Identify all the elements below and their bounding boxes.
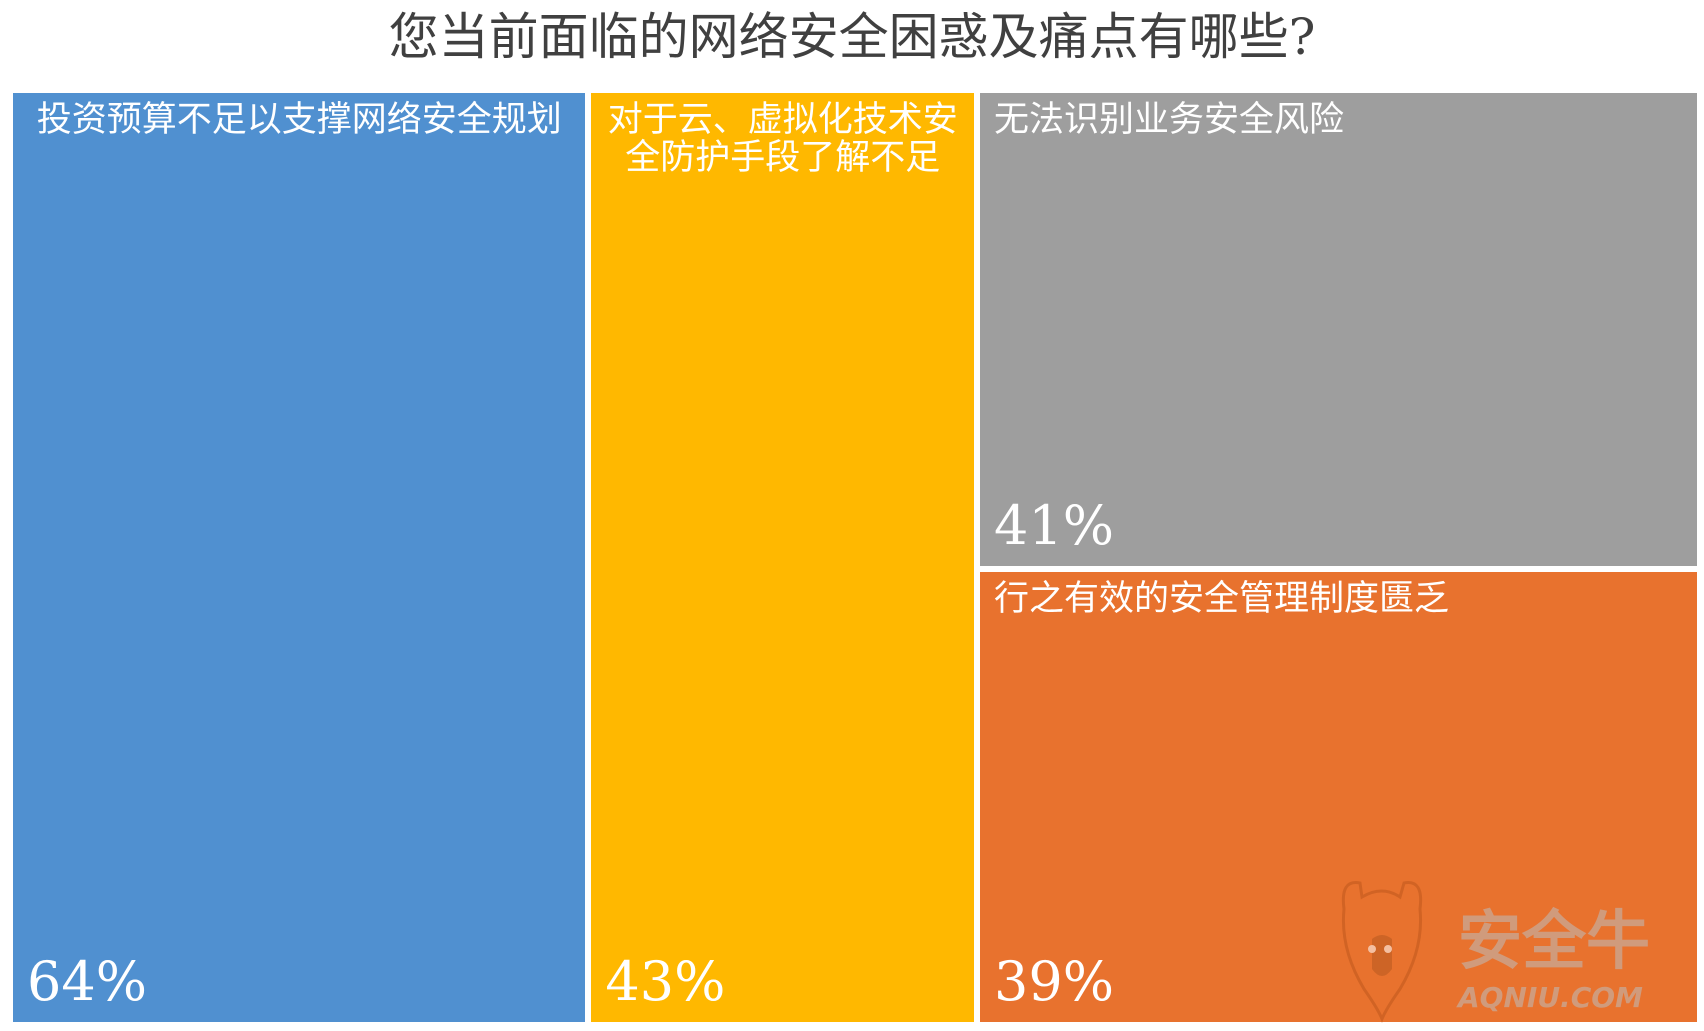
watermark-brand-url: AQNIU.COM [1456, 981, 1643, 1014]
treemap-tile-3: 无法识别业务安全风险 41% [977, 90, 1700, 569]
treemap-tile-label: 无法识别业务安全风险 [994, 101, 1683, 139]
bull-head-shield-icon [1343, 883, 1420, 1019]
treemap-tile-value: 39% [994, 952, 1114, 1012]
treemap-tile-label: 投资预算不足以支撑网络安全规划 [27, 101, 571, 139]
treemap-tile-value: 64% [27, 952, 147, 1012]
treemap-tile-label: 对于云、虚拟化技术安全防护手段了解不足 [605, 101, 960, 177]
treemap-tile-1: 投资预算不足以支撑网络安全规划 64% [10, 90, 588, 1025]
chart-title: 您当前面临的网络安全困惑及痛点有哪些? [0, 6, 1704, 68]
watermark-logo: 安全牛 AQNIU.COM [1330, 877, 1690, 1027]
treemap-tile-value: 41% [994, 496, 1114, 556]
treemap-tile-value: 43% [605, 952, 725, 1012]
treemap-tile-2: 对于云、虚拟化技术安全防护手段了解不足 43% [588, 90, 977, 1025]
watermark-brand-cn: 安全牛 [1458, 905, 1650, 979]
treemap-tile-label: 行之有效的安全管理制度匮乏 [994, 580, 1683, 618]
